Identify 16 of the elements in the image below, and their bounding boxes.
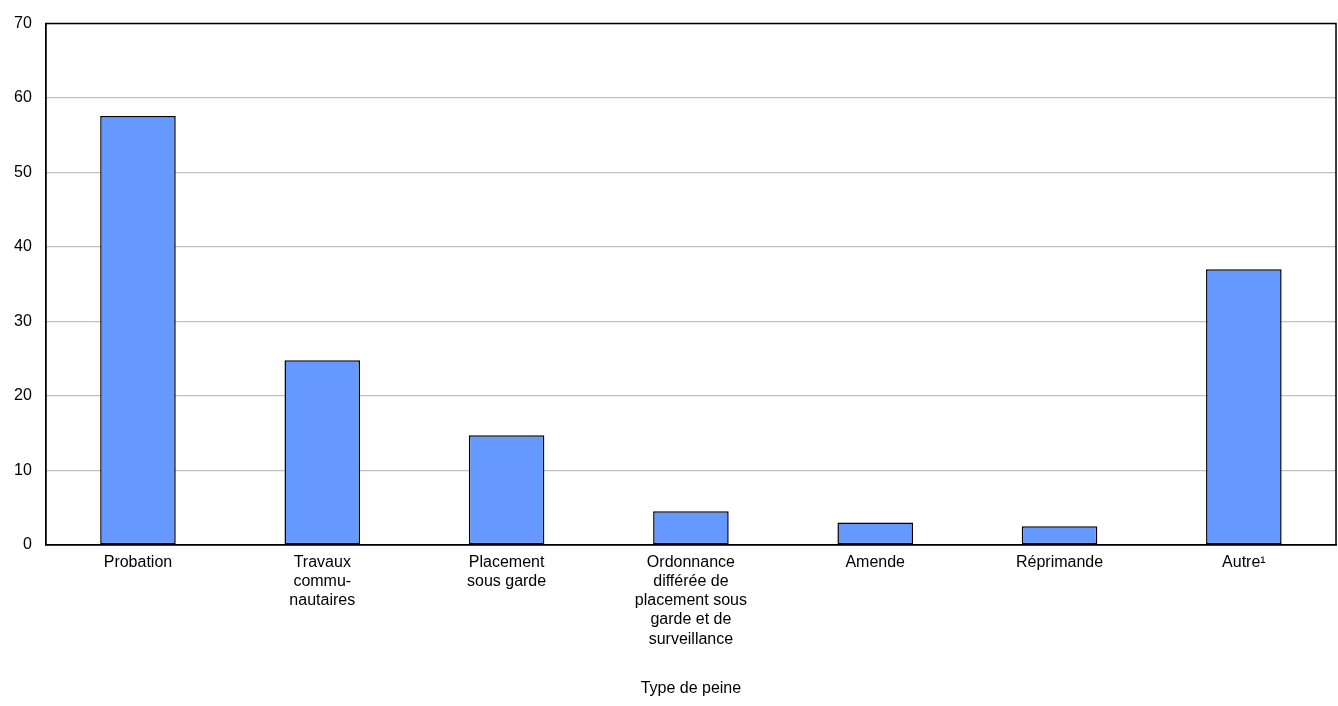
y-tick-label: 40 bbox=[14, 237, 32, 255]
x-tick-label: Réprimande bbox=[1015, 552, 1104, 570]
x-tick-label: Travaux commu- nautaires bbox=[289, 552, 356, 609]
y-tick-label: 0 bbox=[22, 535, 32, 553]
y-tick-label: 10 bbox=[14, 460, 32, 478]
x-tick-label: Amende bbox=[845, 552, 906, 570]
y-tick-label: 60 bbox=[14, 88, 32, 106]
y-tick-label: 50 bbox=[14, 162, 32, 180]
x-tick-label: Placement sous garde bbox=[467, 552, 547, 590]
y-tick-label: 30 bbox=[14, 311, 32, 329]
x-tick-label: Probation bbox=[103, 552, 173, 570]
x-axis-title: Type de peine bbox=[640, 678, 742, 696]
x-tick-label: Autre¹ bbox=[1222, 552, 1266, 570]
y-tick-label: 70 bbox=[14, 14, 32, 32]
x-tick-label: Ordonnance différée de placement sous garde et de surveillance bbox=[634, 552, 747, 647]
y-tick-label: 20 bbox=[14, 386, 32, 404]
